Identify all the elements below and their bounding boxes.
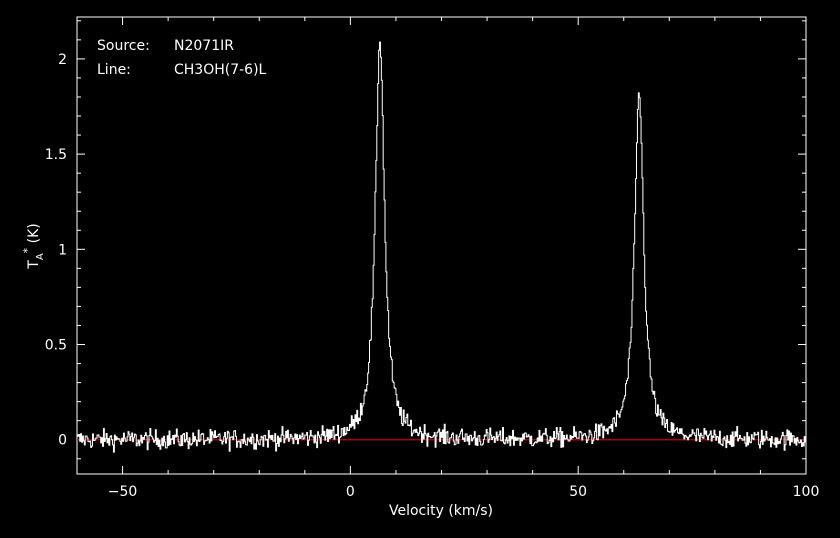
y-tick-label: 0.5 <box>45 338 67 354</box>
y-axis-label: TA* (K) <box>21 223 46 269</box>
axis-ticks <box>76 17 807 474</box>
y-axis-label-sub: A <box>35 253 46 260</box>
y-axis-label-sup: * <box>21 247 34 253</box>
y-tick-label: 0 <box>58 433 67 449</box>
y-tick-label: 2 <box>58 52 67 68</box>
x-tick-label: 100 <box>793 484 820 500</box>
line-value: CH3OH(7-6)L <box>174 62 267 78</box>
y-axis-label-unit: (K) <box>26 223 42 243</box>
x-tick-label: 0 <box>346 484 355 500</box>
line-label: Line: <box>97 62 131 78</box>
source-label: Source: <box>97 38 150 54</box>
spectrum-series-line <box>77 41 807 453</box>
plot-frame <box>76 16 807 475</box>
y-axis-label-main: T <box>26 260 42 270</box>
x-axis-label: Velocity (km/s) <box>389 503 493 519</box>
x-tick-label: 50 <box>569 484 587 500</box>
y-tick-label: 1 <box>58 242 67 258</box>
x-tick-label: −50 <box>108 484 138 500</box>
source-value: N2071IR <box>174 38 234 54</box>
svg-text:TA* (K): TA* (K) <box>21 223 46 269</box>
y-tick-label: 1.5 <box>45 147 67 163</box>
tick-labels: −50 0 50 100 0 0.5 1 1.5 2 <box>45 52 820 500</box>
